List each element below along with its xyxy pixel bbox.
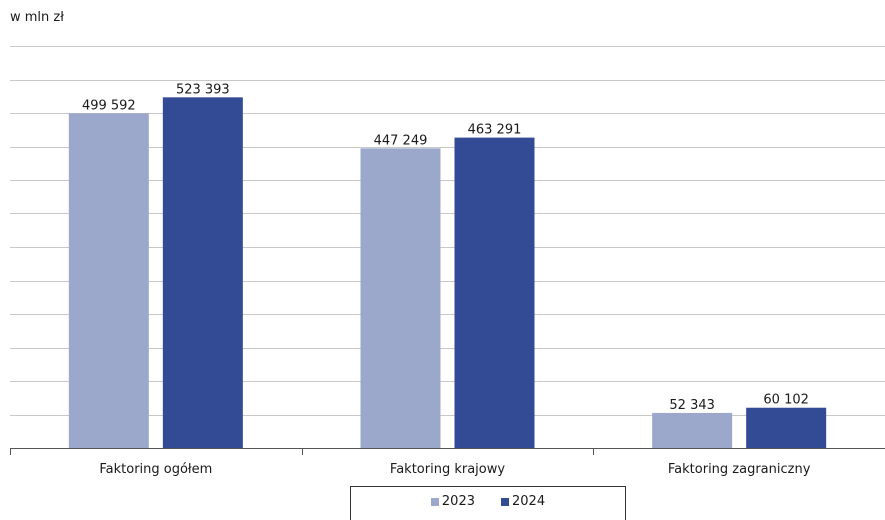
legend-label-2023: 2023 (441, 494, 475, 509)
legend-label-2024: 2024 (512, 494, 546, 509)
bar-2023-1 (68, 113, 149, 448)
data-label-2023-3: 52 343 (669, 398, 715, 413)
bar-2024-1 (162, 97, 243, 448)
category-label: Faktoring ogółem (99, 462, 212, 477)
bar-chart: 499 592 523 393 Faktoring ogółem 447 249 463… (10, 46, 885, 477)
category-label: Faktoring krajowy (390, 462, 505, 477)
legend-item-2024: 2024 (501, 494, 545, 509)
legend-swatch-2024 (501, 497, 509, 506)
bar-2024-3 (746, 407, 827, 448)
data-label-2023-1: 499 592 (82, 98, 136, 113)
legend: 2023 2024 (350, 486, 626, 520)
category-label: Faktoring zagraniczny (668, 462, 811, 477)
bar-2024-2 (454, 137, 535, 448)
legend-item-2023: 2023 (430, 494, 475, 509)
data-label-2024-1: 523 393 (176, 82, 230, 97)
data-label-2024-2: 463 291 (468, 123, 522, 138)
data-label-2024-3: 60 102 (763, 393, 809, 408)
data-label-2023-2: 447 249 (374, 133, 428, 148)
unit-label: w mln zł (10, 10, 64, 25)
bar-2023-3 (652, 412, 733, 448)
legend-swatch-2023 (430, 497, 439, 506)
bar-2023-2 (360, 148, 441, 448)
